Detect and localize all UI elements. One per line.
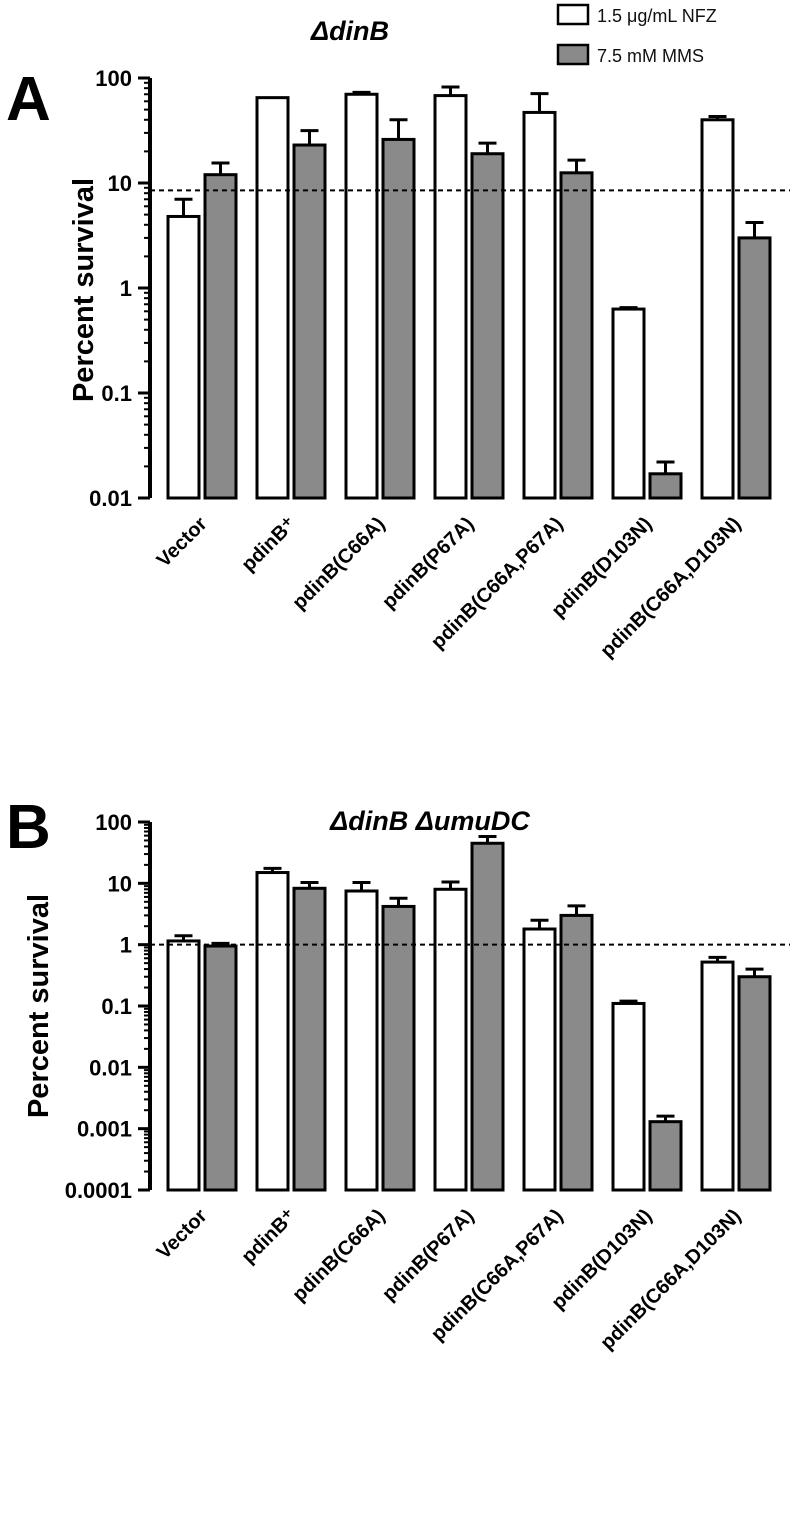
bar	[255, 96, 290, 500]
bar	[344, 889, 379, 1192]
panel-a-ylabel: Percent survival	[68, 178, 100, 402]
y-tick-label: 10	[108, 171, 132, 196]
panel-a-plot: 100 10 1 0.1 0.01 Vector pdinB⁺pdinB(C66A)pdin…	[89, 66, 790, 662]
bar	[344, 92, 379, 500]
bar	[522, 110, 557, 500]
y-tick-label: 0.1	[101, 994, 132, 1019]
bar	[611, 307, 646, 500]
y-tick-label: 100	[95, 66, 132, 91]
bar	[255, 871, 290, 1192]
bar	[433, 887, 468, 1192]
x-tick-label: pdinB⁺	[237, 513, 300, 576]
y-tick-label: 10	[108, 871, 132, 896]
legend-label-nfz: 1.5 μg/mL NFZ	[597, 6, 717, 26]
bar	[737, 975, 772, 1192]
x-tick-label: pdinB(C66A)	[288, 513, 389, 614]
bar	[648, 1120, 683, 1192]
panel-letter-b: B	[6, 793, 51, 862]
bar	[700, 960, 735, 1192]
y-tick-label: 0.01	[89, 486, 132, 511]
bar	[648, 472, 683, 500]
y-tick-label: 0.1	[101, 381, 132, 406]
panel-b-ylabel: Percent survival	[23, 894, 55, 1118]
bar	[203, 173, 238, 500]
bar	[470, 152, 505, 500]
bar	[433, 94, 468, 500]
bar	[522, 927, 557, 1192]
panel-b-title: ΔdinB ΔumuDC	[329, 806, 530, 836]
y-tick-label: 100	[95, 810, 132, 835]
y-tick-label: 0.001	[77, 1117, 132, 1142]
bar	[700, 118, 735, 500]
bar	[166, 939, 201, 1192]
y-tick-label: 1	[120, 933, 132, 958]
legend: 1.5 μg/mL NFZ 7.5 mM MMS	[556, 3, 717, 66]
x-tick-label: Vector	[153, 1205, 212, 1264]
x-tick-label: pdinB(C66A)	[288, 1205, 389, 1306]
x-tick-label: pdinB(P67A)	[378, 1205, 478, 1305]
panel-letter-a: A	[6, 65, 51, 134]
y-tick-label: 1	[120, 276, 132, 301]
bar	[292, 143, 327, 500]
x-tick-label: pdinB⁺	[237, 1205, 300, 1268]
panel-a-title: ΔdinB	[310, 16, 389, 46]
bar	[737, 236, 772, 500]
x-tick-label: Vector	[153, 513, 212, 572]
legend-swatch-nfz	[556, 3, 590, 26]
bar	[611, 1001, 646, 1192]
bar	[381, 904, 416, 1192]
bar	[292, 886, 327, 1192]
bar	[166, 214, 201, 500]
bar	[559, 171, 594, 500]
x-tick-label: pdinB(P67A)	[378, 513, 478, 613]
y-tick-label: 0.01	[89, 1055, 132, 1080]
bar	[470, 841, 505, 1192]
bar	[203, 944, 238, 1192]
bar	[559, 913, 594, 1192]
legend-label-mms: 7.5 mM MMS	[597, 46, 704, 66]
bar	[381, 137, 416, 500]
y-tick-label: 0.0001	[65, 1178, 132, 1203]
legend-swatch-mms	[556, 43, 590, 66]
